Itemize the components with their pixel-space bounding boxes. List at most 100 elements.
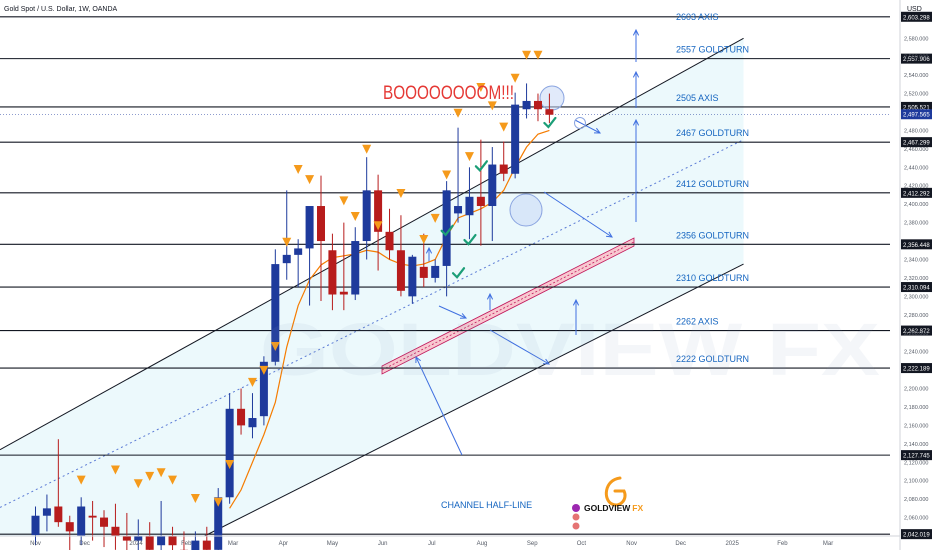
- watermark-text: GOLDVIEW FX: [260, 308, 880, 391]
- boom-annotation: BOOOOOOOOM!!!: [383, 83, 514, 104]
- level-price-tag-text: 2,412.292: [903, 191, 930, 197]
- time-axis-tick: Feb: [181, 541, 192, 547]
- price-axis-tick: 2,420.000: [904, 184, 928, 190]
- price-axis-tick: 2,320.000: [904, 276, 928, 282]
- candle-body: [523, 101, 531, 109]
- candle-body: [111, 527, 119, 536]
- candle-body: [100, 518, 108, 527]
- logo-badge-icon: [572, 504, 580, 512]
- level-price-tag-text: 2,222.189: [903, 367, 930, 373]
- highlight-circle: [510, 194, 542, 226]
- logo-text-main: GOLDVIEW: [584, 503, 631, 513]
- price-axis-tick: 2,200.000: [904, 387, 928, 393]
- candle-body: [511, 105, 519, 174]
- channel-half-line-label: CHANNEL HALF-LINE: [441, 500, 532, 510]
- price-axis-tick: 2,440.000: [904, 165, 928, 171]
- candle-body: [534, 101, 542, 109]
- price-axis-tick: 2,260.000: [904, 331, 928, 337]
- time-axis-tick: Mar: [823, 541, 833, 547]
- flag-icon: [573, 523, 580, 530]
- chart-instrument-title: Gold Spot / U.S. Dollar, 1W, OANDA: [4, 6, 118, 13]
- candle-body: [317, 206, 325, 241]
- time-axis-tick: Oct: [577, 541, 587, 547]
- price-axis-tick: 2,140.000: [904, 442, 928, 448]
- price-axis-tick: 2,560.000: [904, 55, 928, 61]
- candle-body: [351, 241, 359, 294]
- level-price-tag-text: 2,127.745: [903, 454, 930, 460]
- candle-body: [32, 516, 40, 535]
- currency-label: USD: [907, 6, 922, 13]
- level-label: 2310 GOLDTURN: [676, 273, 749, 283]
- candle-body: [66, 522, 74, 531]
- candle-body: [500, 165, 508, 174]
- price-axis-tick: 2,100.000: [904, 479, 928, 485]
- last-price-tag-text: 2,497.565: [903, 113, 930, 119]
- candle-body: [157, 536, 165, 545]
- level-price-tag-text: 2,042.019: [903, 533, 930, 539]
- price-axis-tick: 2,160.000: [904, 423, 928, 429]
- candle-body: [477, 197, 485, 206]
- candle-body: [54, 507, 62, 523]
- candle-body: [328, 250, 336, 294]
- level-price-tag-text: 2,467.299: [903, 141, 930, 147]
- candle-body: [454, 206, 462, 213]
- price-axis-tick: 2,380.000: [904, 221, 928, 227]
- price-axis-tick: 2,580.000: [904, 36, 928, 42]
- candle-body: [169, 536, 177, 545]
- candle-body: [443, 190, 451, 266]
- time-axis-tick: Mar: [228, 541, 238, 547]
- candle-body: [340, 292, 348, 295]
- price-axis-tick: 2,520.000: [904, 92, 928, 98]
- price-axis-tick: 2,080.000: [904, 497, 928, 503]
- candle-body: [306, 206, 314, 248]
- candle-body: [363, 190, 371, 241]
- logo-text-accent: FX: [632, 503, 643, 513]
- time-axis-tick: Jun: [378, 541, 388, 547]
- time-axis-tick: Nov: [30, 541, 41, 547]
- price-axis-tick: 2,180.000: [904, 405, 928, 411]
- level-label: 2412 GOLDTURN: [676, 179, 749, 189]
- candle-body: [203, 541, 211, 550]
- price-axis-tick: 2,280.000: [904, 313, 928, 319]
- candle-body: [146, 536, 154, 550]
- candle-body: [386, 232, 394, 250]
- level-label: 2356 GOLDTURN: [676, 230, 749, 240]
- candle-body: [545, 109, 553, 115]
- candle-body: [397, 250, 405, 291]
- price-axis-tick: 2,120.000: [904, 460, 928, 466]
- candle-body: [123, 536, 131, 541]
- price-axis-tick: 2,240.000: [904, 350, 928, 356]
- price-axis-tick: 2,540.000: [904, 73, 928, 79]
- level-label: 2603 AXIS: [676, 12, 719, 22]
- candle-body: [283, 255, 291, 263]
- price-axis-tick: 2,300.000: [904, 294, 928, 300]
- candle-body: [226, 409, 234, 497]
- level-price-tag-text: 2,310.094: [903, 286, 930, 292]
- candle-body: [294, 248, 302, 254]
- candle-body: [134, 536, 142, 541]
- price-axis-tick: 2,460.000: [904, 147, 928, 153]
- flag-icon: [573, 514, 580, 521]
- time-axis-tick: Apr: [279, 541, 288, 547]
- highlight-circle: [540, 86, 564, 110]
- level-price-tag-text: 2,603.298: [903, 15, 930, 21]
- time-axis-tick: Dec: [675, 541, 686, 547]
- time-axis-tick: May: [327, 541, 338, 547]
- candle-body: [431, 266, 439, 278]
- price-axis-tick: 2,400.000: [904, 202, 928, 208]
- level-label: 2467 GOLDTURN: [676, 128, 749, 138]
- time-axis-tick: Jul: [428, 541, 436, 547]
- candle-body: [488, 165, 496, 206]
- time-axis-tick: Nov: [626, 541, 637, 547]
- candle-body: [420, 267, 428, 278]
- price-axis-tick: 2,340.000: [904, 257, 928, 263]
- candle-body: [43, 508, 51, 515]
- time-axis-tick: 2025: [725, 541, 739, 547]
- time-axis-tick: Feb: [777, 541, 788, 547]
- candle-body: [408, 257, 416, 297]
- candle-body: [465, 197, 473, 215]
- level-label: 2505 AXIS: [676, 93, 719, 103]
- candle-body: [77, 507, 85, 536]
